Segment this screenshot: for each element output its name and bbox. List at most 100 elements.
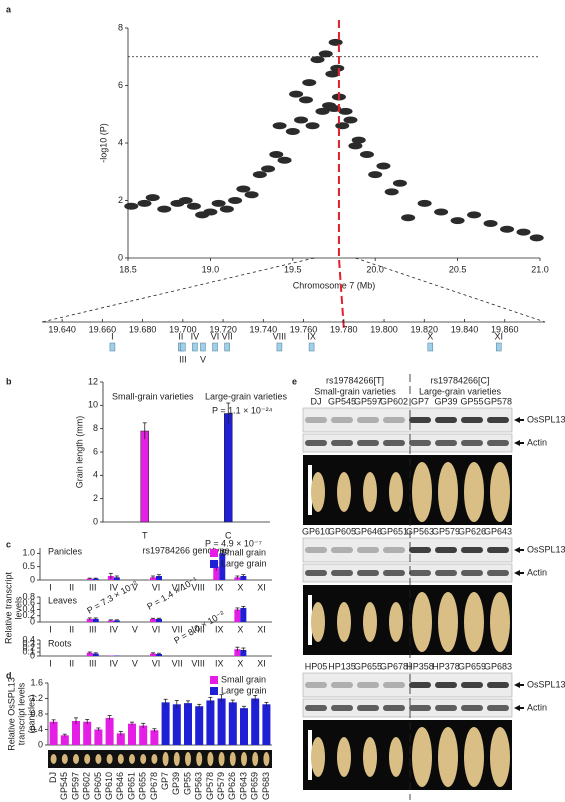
snp-point (261, 165, 276, 173)
bar (72, 720, 80, 745)
bar (251, 698, 260, 745)
y-tick-label: 0 (30, 650, 35, 660)
blot-band (409, 440, 431, 446)
scale-bar (308, 595, 312, 645)
bar (219, 553, 226, 580)
lane-label: GP683 (484, 661, 512, 671)
blot-band (305, 440, 327, 446)
snp-point (186, 202, 201, 210)
x-tick-label: 20.0 (366, 264, 384, 274)
x-tick-label: GP579 (216, 772, 226, 800)
y-axis-label: levels (13, 596, 23, 620)
bar (262, 704, 271, 745)
gene (495, 342, 502, 352)
x-tick-label: GP7 (160, 772, 170, 790)
seed (162, 752, 169, 766)
snp-point (348, 142, 363, 150)
x-tick-label: XI (257, 582, 266, 592)
seed (363, 602, 377, 642)
x-tick-label: VIII (191, 624, 205, 634)
blot-band (331, 417, 353, 423)
seed (464, 592, 484, 652)
gene (109, 342, 116, 352)
snp-point (335, 122, 350, 130)
gene (192, 342, 198, 352)
lane-label: GP659 (458, 661, 486, 671)
x-tick-label: V (132, 658, 138, 668)
seed (117, 754, 124, 764)
gene-tick-label: 19.800 (370, 324, 398, 334)
lane-label: GP602 (380, 396, 408, 406)
seed (490, 592, 510, 652)
seed (50, 754, 57, 764)
y-tick-label: 0 (38, 739, 43, 749)
lane-label: HP358 (406, 661, 434, 671)
x-tick-label: I (49, 658, 52, 668)
y-tick-label: 0 (93, 516, 98, 526)
x-tick-label: II (69, 582, 74, 592)
snp-point (325, 70, 340, 78)
gene-label: III (179, 354, 187, 364)
bar (224, 413, 233, 523)
bar (240, 650, 247, 656)
y-axis-label: -log10 (P) (98, 123, 108, 163)
gene-label: IV (191, 331, 200, 341)
x-tick-label: GP55 (182, 772, 192, 795)
blot-band (461, 570, 483, 576)
bar (161, 702, 170, 745)
blot-band (487, 440, 509, 446)
subplot-title: Leaves (48, 595, 78, 605)
blot-band (409, 682, 431, 688)
x-tick-label: GP646 (115, 772, 125, 800)
snp-point (315, 107, 330, 115)
legend-label: Large grain (221, 685, 267, 695)
seed (412, 592, 432, 652)
blot-band (487, 570, 509, 576)
seed (151, 754, 158, 764)
gene-label: XI (494, 331, 503, 341)
gene (212, 342, 218, 352)
legend-swatch (210, 676, 218, 684)
bar (86, 578, 93, 580)
seed (207, 752, 214, 766)
gene-label: VI (211, 331, 220, 341)
gene (308, 342, 315, 352)
panel-label: d (6, 670, 12, 680)
seed (490, 462, 510, 522)
blot-band (409, 417, 431, 423)
band-label: OsSPL13 (527, 544, 565, 554)
blot-band (461, 417, 483, 423)
blot-band (357, 547, 379, 553)
panel-label: b (6, 376, 12, 386)
snp-point (434, 208, 449, 216)
snp-point (298, 96, 313, 104)
bar (83, 721, 92, 745)
gene-tick-label: 19.780 (330, 324, 358, 334)
bar (105, 717, 114, 745)
blot-band (435, 417, 457, 423)
snp-point (467, 211, 482, 219)
x-tick-label: VI (152, 582, 161, 592)
y-axis-label: Grain length (mm) (74, 416, 84, 489)
lane-label: HP05 (305, 661, 328, 671)
x-axis-label: Chromosome 7 (Mb) (293, 280, 376, 290)
gene-tick-label: 19.640 (48, 324, 76, 334)
legend-label: Small grain (221, 674, 266, 684)
blot-band (383, 547, 405, 553)
y-tick-label: 0.2 (22, 610, 35, 620)
group-header: rs19784266[T] (326, 375, 384, 385)
x-tick-label: 19.0 (202, 264, 220, 274)
y-tick-label: 6 (93, 446, 98, 456)
bar (116, 733, 125, 745)
lane-label: GP597 (354, 396, 382, 406)
bar (150, 730, 159, 745)
y-tick-label: 4 (118, 137, 123, 147)
lane-label: GP626 (458, 526, 486, 536)
y-axis-label: Relative OsSPL13 (6, 677, 16, 751)
bar (156, 576, 162, 580)
seed (363, 472, 377, 512)
panel-label: a (6, 4, 12, 14)
group-header: Large-grain varieties (419, 386, 502, 396)
x-tick-label: IX (215, 582, 224, 592)
